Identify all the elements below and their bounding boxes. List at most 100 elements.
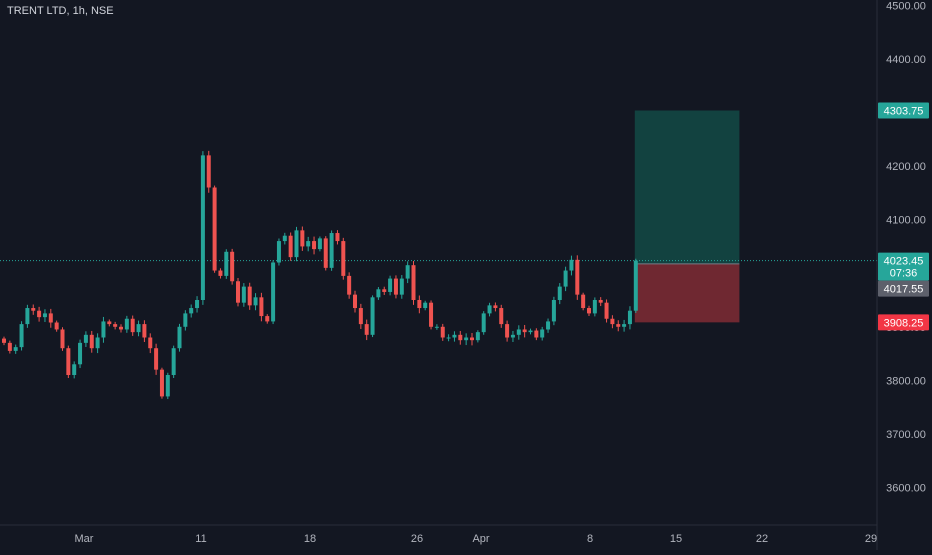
candle[interactable] xyxy=(236,278,240,307)
candle[interactable] xyxy=(452,331,457,342)
candle[interactable] xyxy=(13,344,18,354)
candle[interactable] xyxy=(604,299,609,323)
candle[interactable] xyxy=(218,268,223,279)
candle[interactable] xyxy=(247,282,252,310)
candle[interactable] xyxy=(2,336,6,346)
plot-area[interactable] xyxy=(0,110,877,400)
candle[interactable] xyxy=(159,367,164,399)
candle[interactable] xyxy=(434,324,439,330)
candle[interactable] xyxy=(341,237,346,280)
candle[interactable] xyxy=(347,272,352,299)
candle[interactable] xyxy=(405,261,410,284)
candle[interactable] xyxy=(575,255,580,300)
candle[interactable] xyxy=(271,260,276,325)
candle[interactable] xyxy=(633,258,638,313)
candle[interactable] xyxy=(510,330,515,342)
candle[interactable] xyxy=(107,319,112,327)
candle[interactable] xyxy=(195,296,200,313)
candle[interactable] xyxy=(312,236,317,255)
candle[interactable] xyxy=(399,275,404,299)
candle[interactable] xyxy=(294,226,299,262)
candle[interactable] xyxy=(78,339,83,369)
candle[interactable] xyxy=(241,283,246,307)
candle[interactable] xyxy=(440,323,445,341)
candle[interactable] xyxy=(329,230,334,271)
candle[interactable] xyxy=(113,321,118,330)
candle[interactable] xyxy=(148,333,153,354)
candle[interactable] xyxy=(189,304,194,318)
candle[interactable] xyxy=(622,319,627,332)
candle[interactable] xyxy=(37,306,42,322)
candle[interactable] xyxy=(627,306,632,330)
candle[interactable] xyxy=(516,325,521,340)
candle[interactable] xyxy=(493,302,498,312)
candle[interactable] xyxy=(417,295,422,314)
candle[interactable] xyxy=(119,324,123,333)
candle[interactable] xyxy=(475,330,480,343)
candle[interactable] xyxy=(136,320,141,337)
candle[interactable] xyxy=(72,361,77,379)
candle[interactable] xyxy=(534,328,539,341)
candle[interactable] xyxy=(48,308,53,328)
candle[interactable] xyxy=(540,326,545,341)
candle[interactable] xyxy=(60,327,65,351)
candle[interactable] xyxy=(429,300,434,330)
candle[interactable] xyxy=(616,320,621,332)
candle[interactable] xyxy=(230,248,235,285)
candle[interactable] xyxy=(499,304,504,328)
candle[interactable] xyxy=(265,314,270,324)
candle[interactable] xyxy=(323,236,328,271)
candle[interactable] xyxy=(505,320,510,342)
candle[interactable] xyxy=(458,330,463,345)
candle[interactable] xyxy=(31,304,36,315)
candle[interactable] xyxy=(353,290,357,313)
profit-zone[interactable] xyxy=(634,110,740,264)
candle[interactable] xyxy=(19,321,24,351)
candle[interactable] xyxy=(610,315,615,329)
candle[interactable] xyxy=(154,343,159,375)
candle[interactable] xyxy=(522,324,527,338)
candle[interactable] xyxy=(364,319,369,341)
candle[interactable] xyxy=(557,283,562,305)
candle[interactable] xyxy=(370,295,375,338)
candle[interactable] xyxy=(528,328,533,335)
candle[interactable] xyxy=(376,287,381,300)
candle[interactable] xyxy=(423,300,428,311)
candle[interactable] xyxy=(470,333,474,346)
candle[interactable] xyxy=(25,304,30,328)
candle[interactable] xyxy=(481,311,486,335)
candle[interactable] xyxy=(393,275,398,299)
candle[interactable] xyxy=(546,318,551,333)
candle[interactable] xyxy=(592,297,597,317)
candle[interactable] xyxy=(7,340,12,354)
candle[interactable] xyxy=(212,185,217,273)
candle[interactable] xyxy=(101,316,106,343)
candle[interactable] xyxy=(382,286,387,295)
candle[interactable] xyxy=(306,236,311,252)
candle[interactable] xyxy=(446,334,451,342)
time-axis[interactable]: Mar 11 18 26 Apr 8 15 22 29 xyxy=(75,533,878,545)
candle[interactable] xyxy=(358,303,363,329)
candle[interactable] xyxy=(66,345,71,378)
candle[interactable] xyxy=(253,293,258,311)
candle[interactable] xyxy=(165,372,170,400)
candle[interactable] xyxy=(563,266,568,292)
candle[interactable] xyxy=(142,320,147,342)
candle[interactable] xyxy=(124,315,129,333)
candle[interactable] xyxy=(587,305,591,317)
candle[interactable] xyxy=(206,150,211,193)
candle[interactable] xyxy=(388,275,393,296)
candle[interactable] xyxy=(83,331,88,347)
candle[interactable] xyxy=(581,292,586,311)
candle[interactable] xyxy=(276,238,281,266)
candle[interactable] xyxy=(171,345,176,378)
candle[interactable] xyxy=(335,230,340,245)
candle[interactable] xyxy=(282,232,287,245)
candle[interactable] xyxy=(224,249,229,279)
candle[interactable] xyxy=(54,320,59,332)
candle[interactable] xyxy=(569,255,574,276)
candle[interactable] xyxy=(183,310,188,331)
candle[interactable] xyxy=(487,302,492,317)
